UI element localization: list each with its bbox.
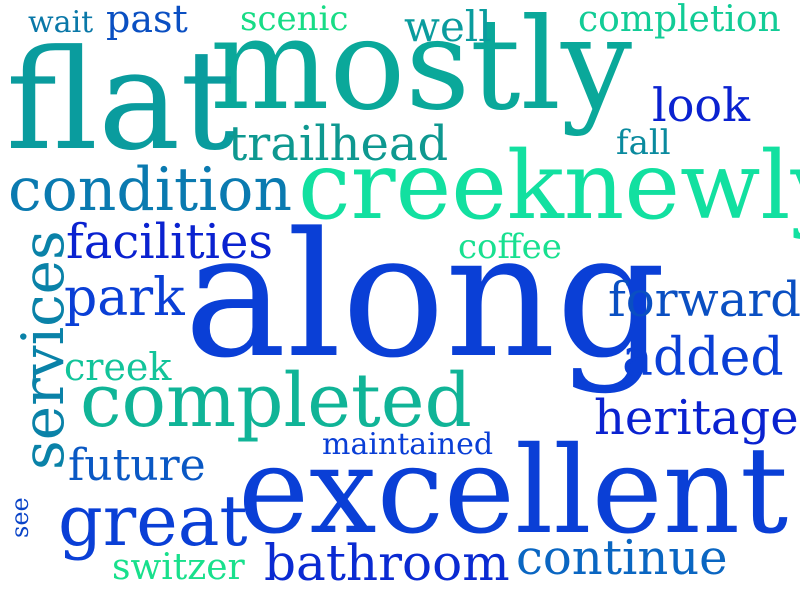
- word-maintained: maintained: [322, 427, 494, 462]
- word-fall: fall: [616, 123, 671, 163]
- word-condition: condition: [8, 155, 293, 225]
- word-wait: wait: [28, 5, 94, 40]
- word-mostly: mostly: [210, 0, 633, 138]
- word-creek: creek: [64, 345, 172, 389]
- word-well: well: [404, 2, 492, 51]
- word-continue: continue: [516, 530, 728, 586]
- word-creeknewly: creeknewly: [298, 132, 800, 241]
- word-heritage: heritage: [594, 390, 799, 446]
- word-park: park: [64, 268, 185, 328]
- word-great: great: [58, 480, 248, 562]
- word-coffee: coffee: [458, 227, 562, 267]
- word-completed: completed: [80, 358, 472, 444]
- word-completion: completion: [578, 0, 781, 40]
- word-trailhead: trailhead: [228, 116, 449, 172]
- word-excellent: excellent: [238, 422, 789, 561]
- word-flat: flat: [6, 20, 236, 181]
- word-forward: forward: [608, 272, 800, 328]
- word-along: along: [184, 195, 666, 396]
- word-added: added: [622, 328, 784, 388]
- word-future: future: [68, 440, 206, 491]
- word-bathroom: bathroom: [264, 534, 510, 592]
- word-past: past: [106, 0, 188, 41]
- word-scenic: scenic: [240, 0, 349, 39]
- word-switzer: switzer: [112, 547, 245, 588]
- word-look: look: [652, 78, 750, 132]
- word-facilities: facilities: [66, 214, 273, 270]
- word-see: see: [6, 497, 34, 538]
